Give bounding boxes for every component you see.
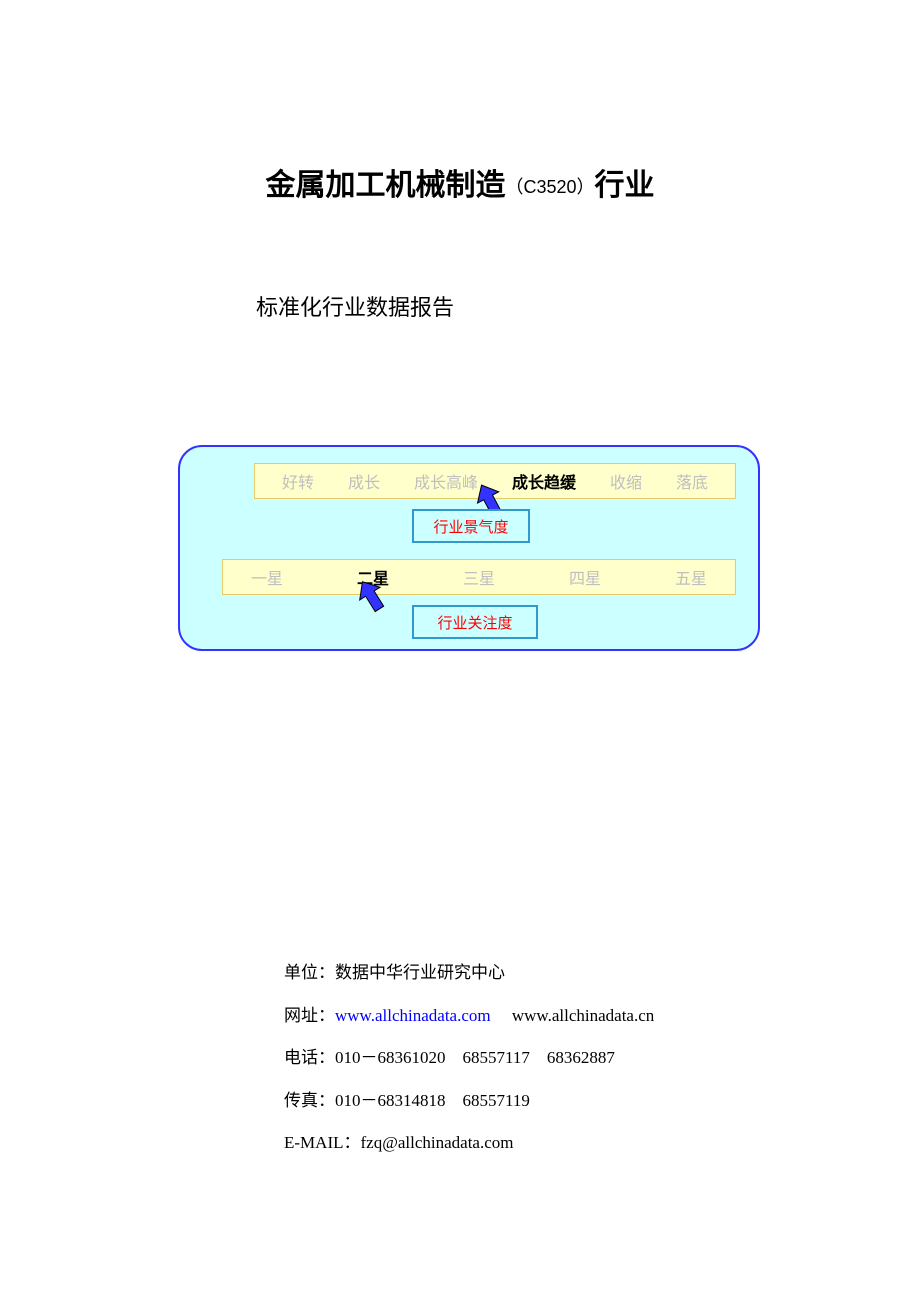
prosperity-opt-5: 落底 [676,469,708,493]
fax-label: 传真： [284,1091,335,1110]
attention-scale: 一星 二星 三星 四星 五星 [222,559,736,595]
email-label: E-MAIL： [284,1133,360,1152]
attention-opt-3: 四星 [569,565,601,589]
web-url-1[interactable]: www.allchinadata.com [335,1006,491,1025]
attention-opt-0: 一星 [251,565,283,589]
tel-label: 电话： [284,1048,335,1067]
attention-opt-2: 三星 [463,565,495,589]
org-value: 数据中华行业研究中心 [335,963,505,982]
attention-opt-1: 二星 [357,565,389,589]
web-url-2[interactable]: www.allchinadata.cn [512,1006,654,1025]
prosperity-opt-0: 好转 [282,469,314,493]
title-code: （C3520） [505,177,594,197]
org-label: 单位： [284,963,335,982]
email-value[interactable]: fzq@allchinadata.com [360,1133,513,1152]
contact-block: 单位：数据中华行业研究中心 网址：www.allchinadata.com ww… [284,952,654,1165]
attention-label: 行业关注度 [412,605,538,639]
title-part1: 金属加工机械制造 [265,169,505,202]
contact-tel: 电话：010－68361020 68557117 68362887 [284,1037,654,1080]
prosperity-opt-3: 成长趋缓 [512,469,576,493]
prosperity-scale: 好转 成长 成长高峰 成长趋缓 收缩 落底 [254,463,736,499]
fax-value: 010－68314818 68557119 [335,1091,530,1110]
contact-org: 单位：数据中华行业研究中心 [284,952,654,995]
prosperity-label: 行业景气度 [412,509,530,543]
contact-web: 网址：www.allchinadata.com www.allchinadata… [284,995,654,1038]
title-part2: 行业 [595,169,655,202]
prosperity-opt-1: 成长 [348,469,380,493]
tel-value: 010－68361020 68557117 68362887 [335,1048,615,1067]
prosperity-opt-2: 成长高峰 [414,469,478,493]
page-title: 金属加工机械制造（C3520）行业 [0,160,920,204]
contact-fax: 传真：010－68314818 68557119 [284,1080,654,1123]
indicator-panel: 好转 成长 成长高峰 成长趋缓 收缩 落底 行业景气度 一星 二星 三星 四星 … [178,445,760,651]
prosperity-opt-4: 收缩 [610,469,642,493]
attention-opt-4: 五星 [675,565,707,589]
web-label: 网址： [284,1006,335,1025]
contact-email: E-MAIL：fzq@allchinadata.com [284,1122,654,1165]
page-subtitle: 标准化行业数据报告 [256,290,454,322]
